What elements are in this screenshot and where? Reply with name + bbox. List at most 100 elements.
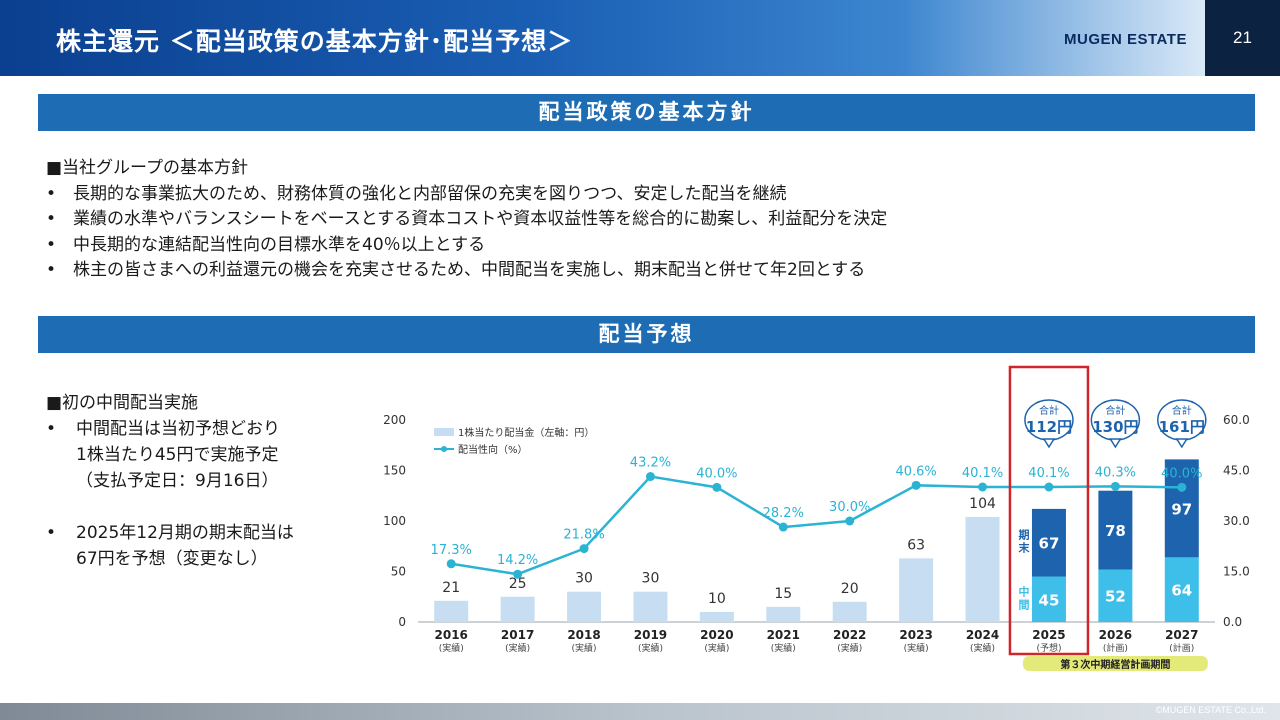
data-label: 104: [969, 496, 996, 512]
bullet-marker: •: [46, 234, 57, 255]
x-axis-tick-note: (実績): [439, 642, 464, 654]
y2-axis-tick-label: 60.0: [1223, 413, 1250, 427]
list-item: • 中長期的な連結配当性向の目標水準を40％以上とする: [46, 233, 887, 259]
x-axis-tick-label: 2023: [899, 628, 932, 642]
x-axis-tick-label: 2026: [1099, 628, 1132, 642]
x-axis-tick-label: 2017: [501, 628, 534, 642]
dividend-bar: [832, 601, 867, 622]
data-label: 10: [708, 591, 726, 607]
y-axis-tick-label: 100: [383, 514, 406, 528]
data-label: 97: [1171, 500, 1192, 518]
payout-ratio-label: 30.0%: [829, 500, 870, 515]
bullet-marker: •: [46, 209, 57, 229]
dividend-bar: [699, 611, 734, 622]
bullet-marker: •: [46, 260, 57, 280]
policy-heading: ■当社グループの基本方針: [46, 158, 249, 178]
data-label: 25: [509, 576, 527, 592]
x-axis-tick-note: (実績): [970, 642, 995, 654]
y2-axis-tick-label: 30.0: [1223, 514, 1250, 528]
total-bubble: [1090, 399, 1141, 441]
payout-ratio-label: 40.1%: [962, 466, 1003, 481]
x-axis-tick-label: 2016: [435, 628, 468, 642]
y-axis-tick-label: 150: [383, 464, 406, 478]
list-item: • 長期的な事業拡大のため、財務体質の強化と内部留保の充実を図りつつ、安定した配当…: [46, 182, 887, 208]
dividend-bar: [965, 516, 1000, 622]
stack-label-interim: 中: [1018, 584, 1029, 598]
copyright: ©MUGEN ESTATE Co.,Ltd.: [1155, 705, 1266, 715]
data-label: 67: [1039, 535, 1060, 553]
dividend-bar: [567, 591, 602, 622]
payout-ratio-line: [451, 475, 1182, 576]
policy-section: ■当社グループの基本方針 • 長期的な事業拡大のため、財務体質の強化と内部留保の充…: [46, 156, 887, 284]
list-item: • 業績の水準やバランスシートをベースとする資本コストや資本収益性等を総合的に勘案…: [46, 207, 887, 233]
payout-ratio-point: [579, 544, 589, 554]
x-axis-tick-note: (実績): [771, 642, 796, 654]
interim-dividend-bar: [1098, 569, 1133, 622]
policy-bullet-text: 長期的な事業拡大のため、財務体質の強化と内部留保の充実を図りつつ、安定した配当を…: [73, 183, 787, 204]
stack-label-interim: 間: [1018, 598, 1029, 611]
payout-ratio-label: 28.2%: [763, 506, 804, 521]
policy-bullet-text: 株主の皆さまへの利益還元の機会を充実させるため、中間配当を実施し、期末配当と併せ…: [73, 260, 866, 280]
x-axis-tick-note: (実績): [505, 642, 530, 654]
page-number: 21: [1205, 0, 1280, 76]
policy-bullet-text: 中長期的な連結配当性向の目標水準を40％以上とする: [73, 234, 486, 255]
payout-ratio-label: 21.8%: [563, 528, 604, 543]
payout-ratio-point: [1044, 482, 1054, 492]
payout-ratio-point: [778, 522, 788, 532]
x-axis-tick-label: 2027: [1165, 628, 1198, 642]
x-axis-tick-note: (計画): [1103, 642, 1128, 654]
x-axis-tick-note: (実績): [904, 642, 929, 654]
x-axis-tick-note: (計画): [1169, 642, 1194, 654]
x-axis-tick-note: (実績): [572, 642, 597, 654]
footer-bar: ©MUGEN ESTATE Co.,Ltd.: [0, 703, 1280, 720]
payout-ratio-label: 40.3%: [1095, 465, 1136, 480]
y-axis-tick-label: 0: [398, 615, 406, 629]
period-label-background: [1022, 656, 1208, 671]
total-value: 161円: [1159, 418, 1205, 436]
year-end-dividend-bar: [1098, 490, 1133, 570]
payout-ratio-point: [1110, 481, 1120, 491]
brand-logo: MUGEN ESTATE: [1064, 31, 1187, 48]
page-title: 株主還元 ＜配当政策の基本方針･配当予想＞: [56, 27, 574, 56]
total-value: 130円: [1092, 418, 1138, 436]
x-axis-tick-label: 2025: [1032, 628, 1065, 642]
payout-ratio-point: [446, 559, 456, 569]
x-axis-tick-note: (実績): [837, 642, 862, 654]
bullet-marker: •: [46, 419, 57, 439]
data-label: 64: [1171, 582, 1192, 600]
payout-ratio-label: 43.2%: [630, 456, 671, 471]
payout-ratio-point: [712, 482, 722, 492]
stack-label-year-end: 末: [1017, 541, 1030, 555]
bullet-marker: •: [46, 523, 57, 543]
payout-ratio-point: [911, 480, 921, 490]
stack-label-year-end: 期: [1018, 528, 1029, 542]
list-item: • 中間配当は当初予想どおり: [46, 416, 294, 442]
total-bubble-pointer: [1109, 438, 1122, 449]
y-axis-tick-label: 50: [391, 565, 406, 579]
forecast-band-title: 配当予想: [38, 316, 1255, 353]
list-item: • 株主の皆さまへの利益還元の機会を充実させるため、中間配当を実施し、期末配当と併…: [46, 258, 887, 284]
x-axis-tick-label: 2020: [700, 628, 733, 642]
data-label: 21: [442, 580, 460, 596]
dividend-bar: [500, 596, 535, 622]
data-label: 63: [907, 537, 925, 553]
total-bubble: [1024, 399, 1074, 441]
policy-bullet-text: 業績の水準やバランスシートをベースとする資本コストや資本収益性等を総合的に勘案し…: [73, 209, 888, 229]
data-label: 78: [1105, 522, 1126, 540]
total-bubble-pointer: [1042, 438, 1056, 449]
dividend-bar: [899, 558, 934, 622]
x-axis-tick-label: 2024: [966, 628, 999, 642]
forecast-bullet-text: 1株当たり45円で実施予定: [76, 445, 279, 465]
legend-swatch-dividend: [434, 428, 454, 436]
data-label: 20: [841, 581, 859, 597]
payout-ratio-label: 40.0%: [696, 466, 737, 481]
payout-ratio-label: 40.0%: [1161, 466, 1202, 481]
policy-band-title: 配当政策の基本方針: [38, 94, 1255, 131]
y-axis-tick-label: 200: [383, 413, 406, 427]
x-axis-tick-label: 2021: [767, 628, 800, 642]
x-axis-tick-note: (実績): [638, 642, 663, 654]
forecast-bullet-text: 67円を予想（変更なし）: [76, 549, 268, 569]
total-label: 合計: [1172, 404, 1192, 417]
x-axis-tick-label: 2018: [567, 628, 600, 642]
payout-ratio-label: 17.3%: [431, 543, 472, 558]
